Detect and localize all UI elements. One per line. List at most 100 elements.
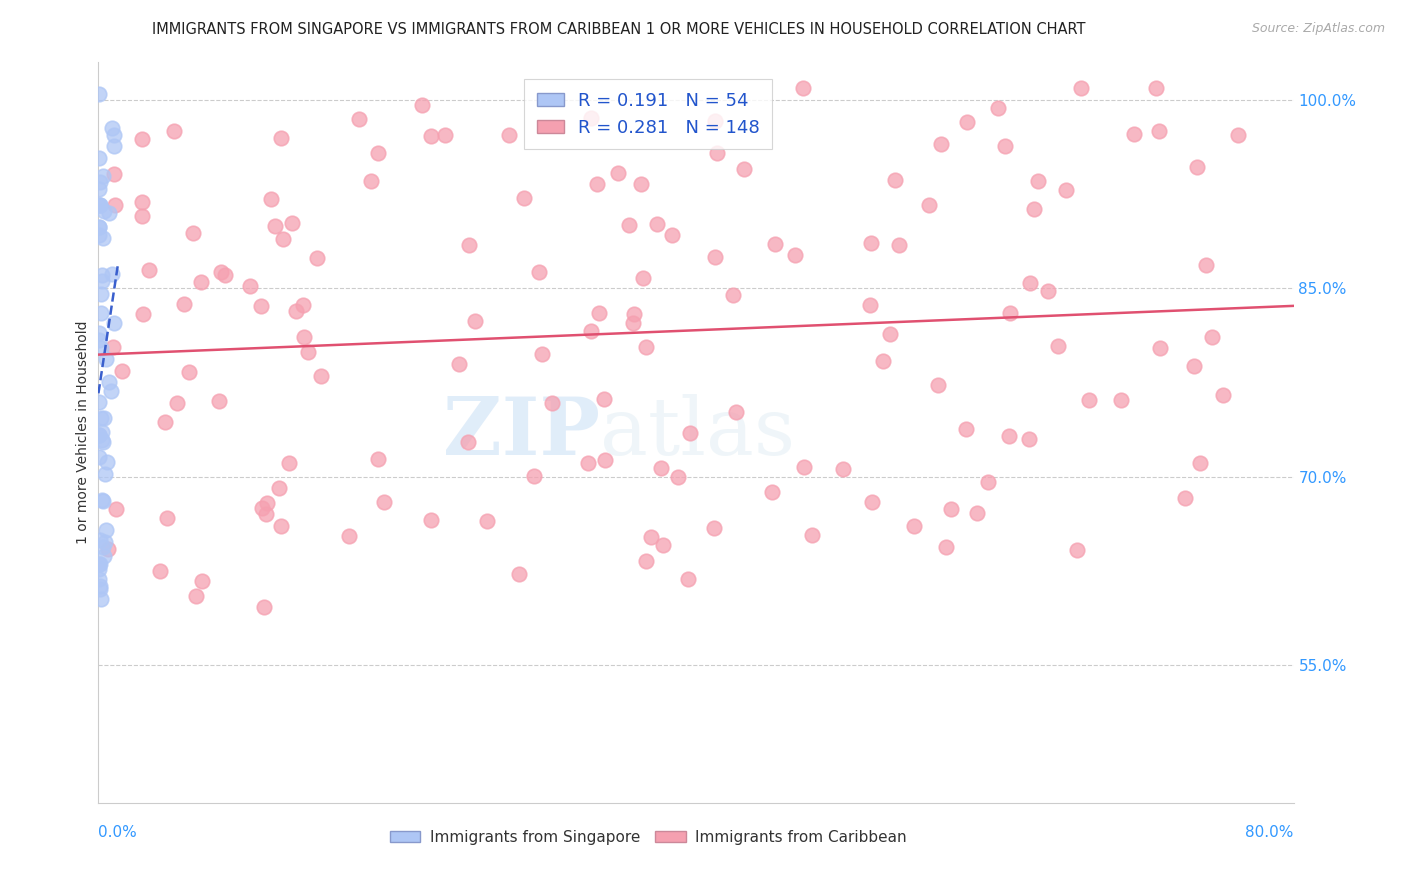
Point <box>91 425 114 439</box>
Text: 80.0%: 80.0% <box>1246 825 1294 840</box>
Legend: Immigrants from Singapore, Immigrants from Caribbean: Immigrants from Singapore, Immigrants fr… <box>384 823 912 851</box>
Point <box>704 250 727 264</box>
Point <box>89 572 111 586</box>
Point <box>264 219 287 233</box>
Point <box>433 128 456 142</box>
Point <box>887 237 910 252</box>
Point <box>703 520 725 534</box>
Point <box>883 173 905 187</box>
Point <box>181 227 204 241</box>
Point <box>411 98 433 112</box>
Point <box>89 334 111 348</box>
Point <box>297 345 319 359</box>
Point <box>89 395 111 409</box>
Point <box>623 308 645 322</box>
Point <box>271 232 294 246</box>
Point <box>89 557 111 571</box>
Point <box>578 456 600 470</box>
Point <box>927 378 949 392</box>
Point <box>91 434 114 448</box>
Point <box>103 341 125 355</box>
Point <box>90 268 112 282</box>
Point <box>929 137 952 152</box>
Point <box>270 130 292 145</box>
Point <box>131 209 153 223</box>
Point <box>89 87 111 102</box>
Point <box>733 161 755 176</box>
Point <box>96 523 118 537</box>
Point <box>131 132 153 146</box>
Point <box>457 435 479 450</box>
Point <box>208 393 231 408</box>
Text: IMMIGRANTS FROM SINGAPORE VS IMMIGRANTS FROM CARIBBEAN 1 OR MORE VEHICLES IN HOU: IMMIGRANTS FROM SINGAPORE VS IMMIGRANTS … <box>152 22 1085 37</box>
Point <box>166 396 188 410</box>
Point <box>89 182 111 196</box>
Point <box>89 198 111 212</box>
Point <box>606 166 628 180</box>
Point <box>918 198 941 212</box>
Point <box>104 198 127 212</box>
Point <box>239 278 262 293</box>
Point <box>89 287 111 301</box>
Point <box>419 128 441 143</box>
Point <box>1147 124 1170 138</box>
Point <box>530 347 553 361</box>
Point <box>367 452 389 467</box>
Point <box>89 198 111 212</box>
Point <box>100 267 122 281</box>
Point <box>703 114 725 128</box>
Point <box>1070 80 1092 95</box>
Point <box>93 203 115 218</box>
Text: ZIP: ZIP <box>443 393 600 472</box>
Point <box>634 554 657 568</box>
Point <box>292 330 315 344</box>
Point <box>93 411 115 425</box>
Point <box>523 469 546 483</box>
Point <box>96 455 118 469</box>
Point <box>1038 284 1060 298</box>
Point <box>508 567 530 582</box>
Point <box>250 501 273 516</box>
Point <box>1018 432 1040 446</box>
Point <box>793 460 815 475</box>
Point <box>101 120 124 135</box>
Point <box>1066 542 1088 557</box>
Point <box>1195 258 1218 272</box>
Point <box>103 138 125 153</box>
Point <box>89 176 111 190</box>
Text: atlas: atlas <box>600 393 796 472</box>
Point <box>373 495 395 509</box>
Point <box>179 365 201 379</box>
Point <box>267 482 290 496</box>
Point <box>783 248 806 262</box>
Point <box>256 496 278 510</box>
Point <box>89 151 111 165</box>
Point <box>155 415 177 429</box>
Point <box>89 326 111 340</box>
Point <box>89 219 111 234</box>
Point <box>939 502 962 516</box>
Point <box>249 299 271 313</box>
Point <box>630 177 652 191</box>
Point <box>131 307 153 321</box>
Point <box>89 219 111 234</box>
Point <box>447 357 470 371</box>
Point <box>90 492 112 507</box>
Point <box>89 533 111 548</box>
Point <box>540 396 562 410</box>
Point <box>651 539 673 553</box>
Point <box>110 364 132 378</box>
Point <box>792 80 814 95</box>
Point <box>761 485 783 500</box>
Point <box>103 316 125 330</box>
Point <box>104 502 127 516</box>
Point <box>457 238 479 252</box>
Point <box>994 138 1017 153</box>
Point <box>636 340 658 354</box>
Point <box>173 297 195 311</box>
Point <box>832 461 855 475</box>
Point <box>678 572 700 586</box>
Point <box>801 527 824 541</box>
Point <box>186 589 208 603</box>
Point <box>860 495 883 509</box>
